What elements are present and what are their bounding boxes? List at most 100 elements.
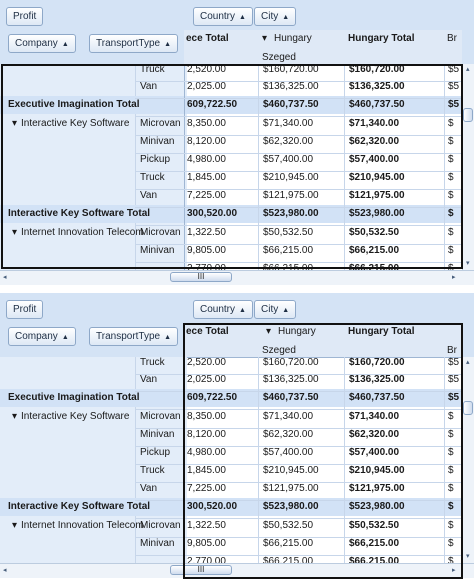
hungary-total-cell[interactable]: $523,980.00 <box>349 501 405 512</box>
br-cell[interactable]: $5 <box>448 99 460 110</box>
collapse-icon[interactable]: ▾ <box>12 411 18 422</box>
scroll-up-icon[interactable]: ▴ <box>466 66 470 73</box>
company-field-button[interactable]: Company ▲ <box>8 34 76 53</box>
br-cell[interactable]: $5 <box>448 357 460 368</box>
br-cell[interactable]: $ <box>448 520 454 531</box>
br-cell[interactable]: $5 <box>448 392 460 403</box>
br-cell[interactable]: $ <box>448 556 454 563</box>
hungary-total-cell[interactable]: $136,325.00 <box>349 374 405 385</box>
hungary-total-cell[interactable]: $523,980.00 <box>349 208 405 219</box>
collapse-icon[interactable]: ▾ <box>12 520 18 531</box>
column-header-hungary-total[interactable]: Hungary Total <box>344 30 444 65</box>
city-field-button[interactable]: City ▲ <box>254 7 297 26</box>
scroll-up-icon[interactable]: ▴ <box>466 359 470 366</box>
hungary-total-cell[interactable]: $62,320.00 <box>349 429 400 440</box>
hungary-total-cell[interactable]: $460,737.50 <box>349 99 405 110</box>
vertical-scrollbar[interactable]: ▴ ▾ <box>462 64 474 270</box>
br-cell[interactable]: $5 <box>448 64 460 75</box>
szeged-cell[interactable]: $62,320.00 <box>263 429 314 440</box>
szeged-cell[interactable]: $57,400.00 <box>263 447 314 458</box>
hungary-total-cell[interactable]: $121,975.00 <box>349 483 405 494</box>
hungary-total-cell[interactable]: $210,945.00 <box>349 465 405 476</box>
horizontal-scroll-thumb[interactable]: III <box>170 565 232 575</box>
scroll-down-icon[interactable]: ▾ <box>466 553 470 560</box>
br-cell[interactable]: $ <box>448 501 454 512</box>
profit-field-button[interactable]: Profit <box>6 300 44 319</box>
greece-total-cell[interactable]: 2,025.00 <box>187 374 226 385</box>
br-cell[interactable]: $5 <box>448 374 460 385</box>
country-field-button[interactable]: Country ▲ <box>193 300 253 319</box>
hungary-total-cell[interactable]: $71,340.00 <box>349 411 400 422</box>
szeged-cell[interactable]: $210,945.00 <box>263 172 319 183</box>
greece-total-cell[interactable]: 1,845.00 <box>187 172 226 183</box>
column-header-br[interactable]: Br <box>444 323 462 358</box>
greece-total-cell[interactable]: 9,805.00 <box>187 245 226 256</box>
expand-icon[interactable]: ▾ <box>262 33 268 44</box>
transport-type-field-button[interactable]: TransportType ▲ <box>89 34 179 53</box>
profit-field-button[interactable]: Profit <box>6 7 44 26</box>
scroll-right-icon[interactable]: ▸ <box>452 567 456 574</box>
greece-total-cell[interactable]: 8,350.00 <box>187 118 226 129</box>
greece-total-cell[interactable]: 300,520.00 <box>187 501 238 512</box>
br-cell[interactable]: $ <box>448 245 454 256</box>
br-cell[interactable]: $ <box>448 190 454 201</box>
szeged-cell[interactable]: $210,945.00 <box>263 465 319 476</box>
szeged-cell[interactable]: $50,532.50 <box>263 227 314 238</box>
greece-total-cell[interactable]: 7,225.00 <box>187 190 226 201</box>
szeged-cell[interactable]: $460,737.50 <box>263 99 319 110</box>
szeged-cell[interactable]: $50,532.50 <box>263 520 314 531</box>
szeged-cell[interactable]: $66,215.00 <box>263 263 314 270</box>
greece-total-cell[interactable]: 8,350.00 <box>187 411 226 422</box>
column-header-hungary[interactable]: ▾ Hungary Szeged <box>258 30 344 65</box>
hungary-total-cell[interactable]: $66,215.00 <box>349 538 400 549</box>
greece-total-cell[interactable]: 7,225.00 <box>187 483 226 494</box>
hungary-total-cell[interactable]: $121,975.00 <box>349 190 405 201</box>
hungary-total-cell[interactable]: $66,215.00 <box>349 245 400 256</box>
scroll-down-icon[interactable]: ▾ <box>466 260 470 267</box>
br-cell[interactable]: $ <box>448 538 454 549</box>
szeged-cell[interactable]: $57,400.00 <box>263 154 314 165</box>
hungary-total-cell[interactable]: $71,340.00 <box>349 118 400 129</box>
horizontal-scrollbar[interactable]: ◂ ▸ <box>0 563 474 578</box>
greece-total-cell[interactable]: 2,770.00 <box>187 263 226 270</box>
hungary-total-cell[interactable]: $62,320.00 <box>349 136 400 147</box>
expand-icon[interactable]: ▾ <box>266 326 272 337</box>
szeged-cell[interactable]: $71,340.00 <box>263 411 314 422</box>
hungary-total-cell[interactable]: $57,400.00 <box>349 154 400 165</box>
greece-total-cell[interactable]: 8,120.00 <box>187 429 226 440</box>
column-header-hungary-total[interactable]: Hungary Total <box>344 323 444 358</box>
szeged-cell[interactable]: $66,215.00 <box>263 556 314 563</box>
company-field-button[interactable]: Company ▲ <box>8 327 76 346</box>
horizontal-scroll-thumb[interactable]: III <box>170 272 232 282</box>
collapse-icon[interactable]: ▾ <box>12 118 18 129</box>
br-cell[interactable]: $ <box>448 154 454 165</box>
greece-total-cell[interactable]: 4,980.00 <box>187 154 226 165</box>
br-cell[interactable]: $ <box>448 483 454 494</box>
szeged-cell[interactable]: $71,340.00 <box>263 118 314 129</box>
scroll-left-icon[interactable]: ◂ <box>3 274 7 281</box>
hungary-total-cell[interactable]: $160,720.00 <box>349 64 405 75</box>
br-cell[interactable]: $ <box>448 447 454 458</box>
szeged-cell[interactable]: $62,320.00 <box>263 136 314 147</box>
br-cell[interactable]: $ <box>448 411 454 422</box>
br-cell[interactable]: $ <box>448 136 454 147</box>
br-cell[interactable]: $ <box>448 465 454 476</box>
greece-total-cell[interactable]: 609,722.50 <box>187 99 238 110</box>
column-header-hungary[interactable]: ▾ Hungary Szeged <box>258 323 344 358</box>
szeged-cell[interactable]: $523,980.00 <box>263 208 319 219</box>
br-cell[interactable]: $5 <box>448 81 460 92</box>
szeged-cell[interactable]: $460,737.50 <box>263 392 319 403</box>
country-field-button[interactable]: Country ▲ <box>193 7 253 26</box>
greece-total-cell[interactable]: 300,520.00 <box>187 208 238 219</box>
scroll-left-icon[interactable]: ◂ <box>3 567 7 574</box>
hungary-total-cell[interactable]: $66,215.00 <box>349 556 400 563</box>
hungary-total-cell[interactable]: $210,945.00 <box>349 172 405 183</box>
szeged-cell[interactable]: $136,325.00 <box>263 374 319 385</box>
szeged-cell[interactable]: $523,980.00 <box>263 501 319 512</box>
szeged-cell[interactable]: $160,720.00 <box>263 357 319 368</box>
column-header-greece-total[interactable]: ece Total <box>184 323 258 358</box>
greece-total-cell[interactable]: 9,805.00 <box>187 538 226 549</box>
greece-total-cell[interactable]: 4,980.00 <box>187 447 226 458</box>
greece-total-cell[interactable]: 2,520.00 <box>187 64 226 75</box>
vertical-scrollbar[interactable]: ▴ ▾ <box>462 357 474 563</box>
